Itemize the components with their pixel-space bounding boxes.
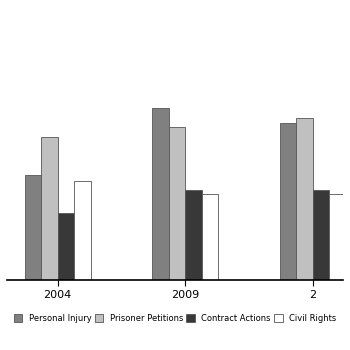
Bar [152, 108, 169, 280]
Bar [313, 190, 329, 280]
Bar [185, 190, 202, 280]
Bar [329, 194, 346, 280]
Legend: Personal Injury, Prisoner Petitions, Contract Actions, Civil Rights: Personal Injury, Prisoner Petitions, Con… [14, 314, 336, 323]
Text: Civil Cases Filed, by Nature of Suit
Years Ending March 31: Civil Cases Filed, by Nature of Suit Yea… [27, 14, 323, 49]
Bar [41, 137, 58, 280]
Bar [202, 194, 218, 280]
Bar [25, 175, 41, 280]
Bar [74, 181, 91, 280]
Bar [58, 213, 74, 280]
Bar [280, 124, 296, 280]
Bar [169, 127, 185, 280]
Bar [296, 118, 313, 280]
